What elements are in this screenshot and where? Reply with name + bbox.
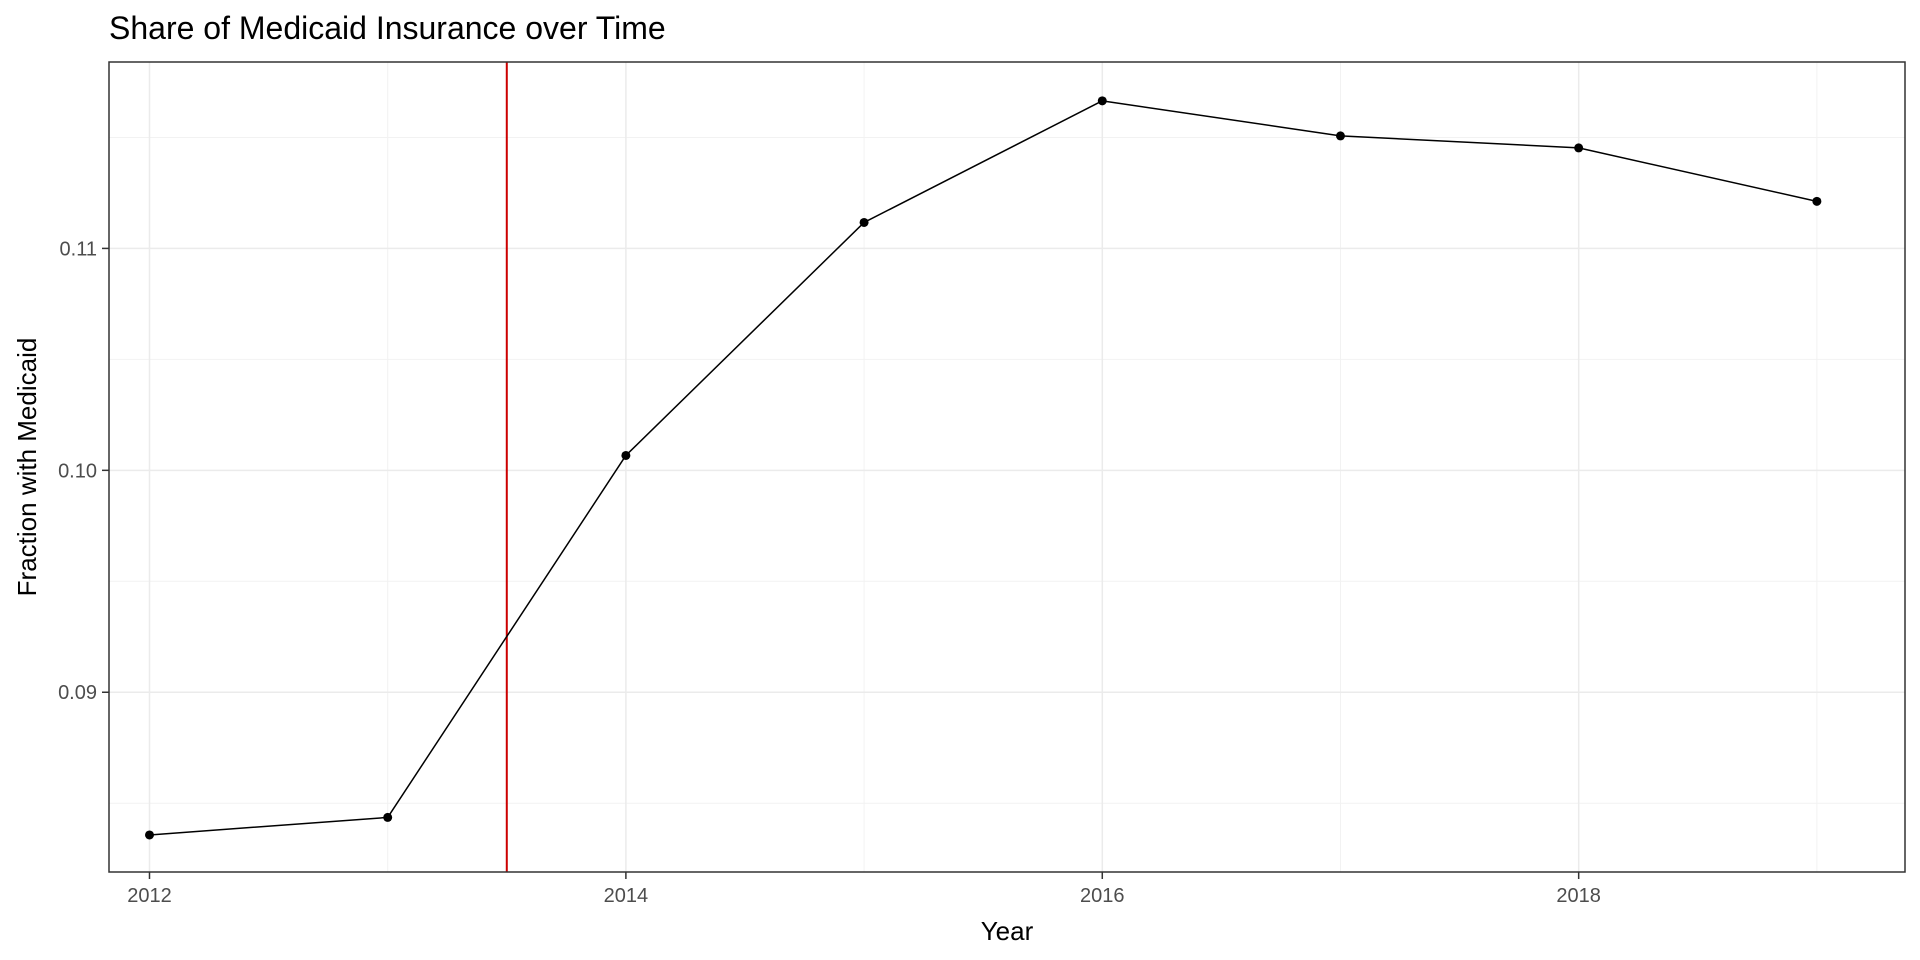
x-tick-label: 2016: [1080, 885, 1125, 907]
y-axis: 0.09 0.10 0.11: [58, 238, 109, 704]
x-tick-label: 2018: [1556, 885, 1601, 907]
data-point: [859, 217, 869, 227]
series-line: [149, 100, 1818, 836]
data-point: [1574, 143, 1584, 153]
x-tick-label: 2014: [604, 885, 649, 907]
y-axis-title: Fraction with Medicaid: [12, 338, 42, 597]
x-axis: 2012 2014 2016 2018: [127, 872, 1601, 907]
y-tick-label: 0.11: [60, 238, 97, 260]
data-point: [1335, 131, 1345, 141]
data-point: [621, 450, 631, 460]
plot-background: [109, 62, 1905, 872]
x-tick-label: 2012: [127, 885, 172, 907]
plot-border: [108, 61, 1906, 873]
chart-title: Share of Medicaid Insurance over Time: [109, 10, 666, 46]
major-gridlines: [109, 62, 1905, 872]
data-point: [383, 812, 393, 822]
data-point: [1097, 96, 1107, 106]
data-point: [144, 830, 154, 840]
y-tick-label: 0.10: [58, 460, 97, 482]
series-layer: [144, 96, 1822, 840]
x-axis-title: Year: [981, 916, 1034, 946]
y-tick-label: 0.09: [58, 682, 97, 704]
data-point: [1812, 196, 1822, 206]
